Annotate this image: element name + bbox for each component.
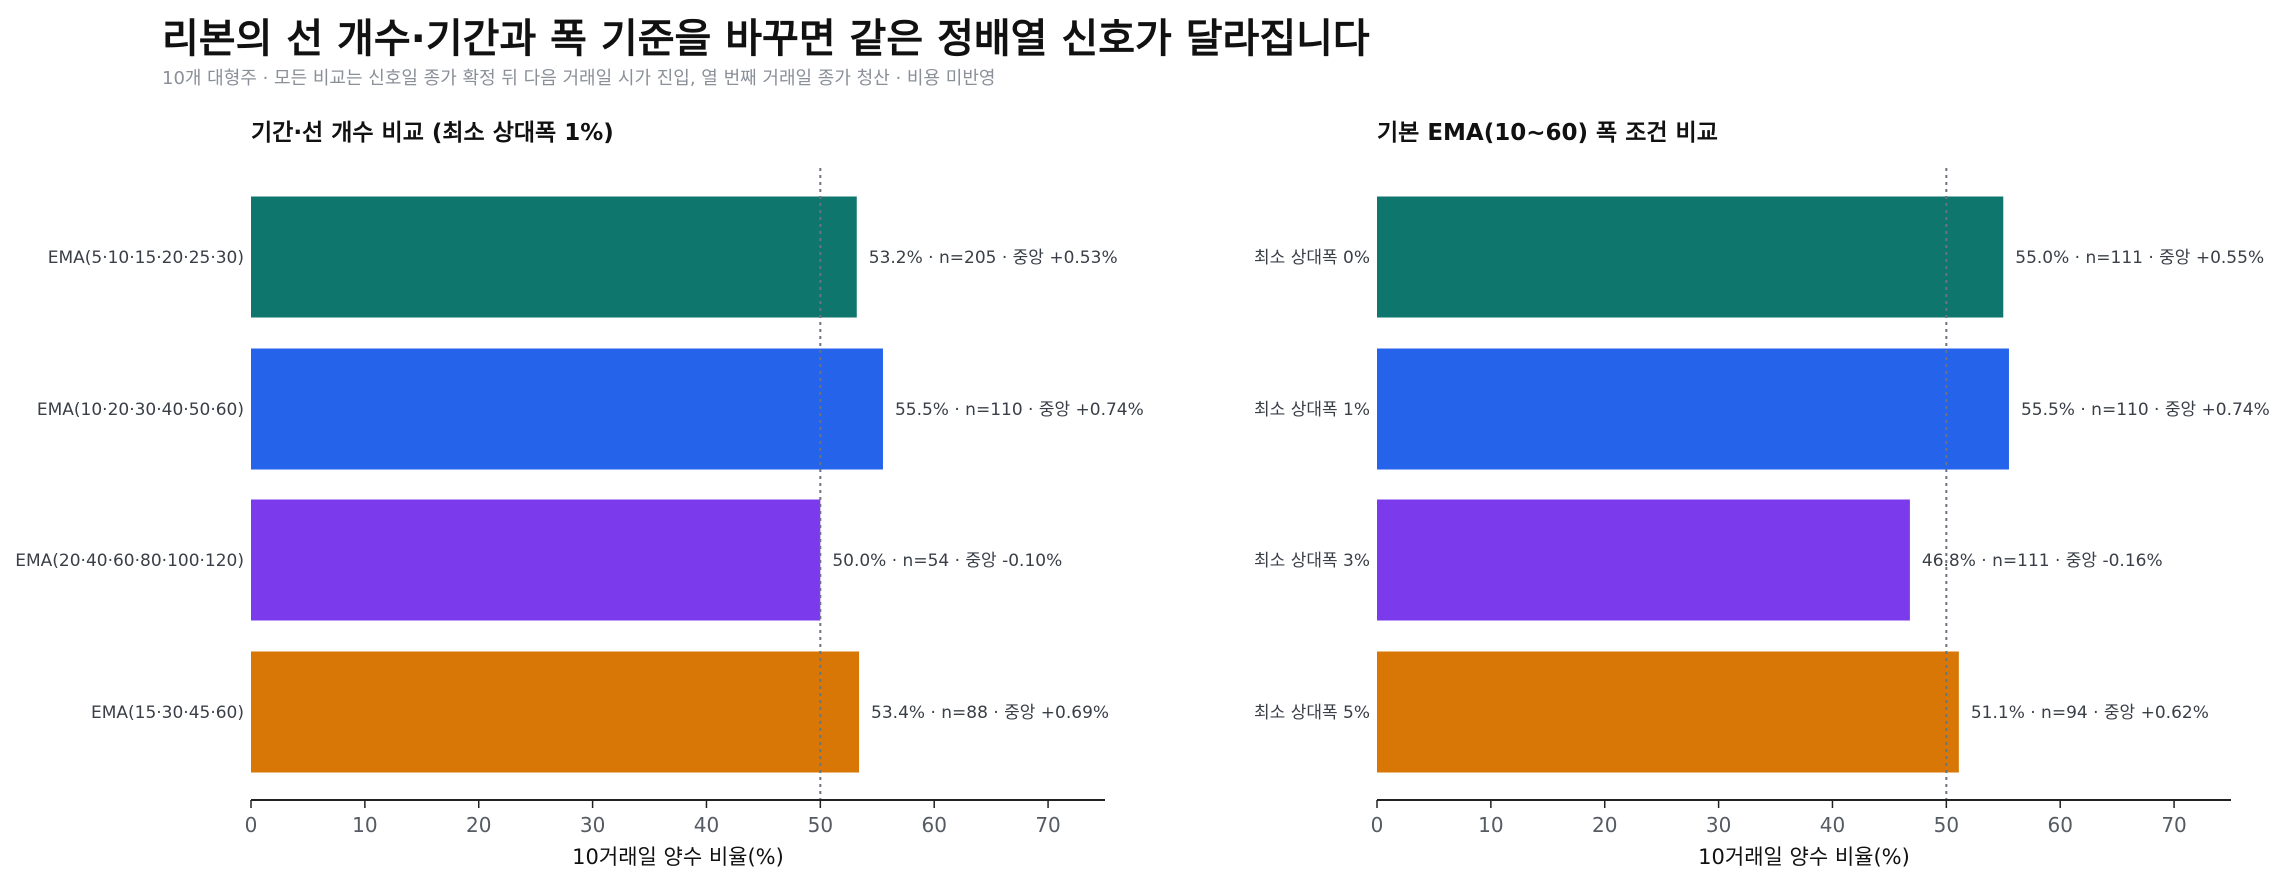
panel-1-x-tick-label: 40 [694,813,719,837]
panel-1-x-tick-label: 50 [808,813,833,837]
panel-2-bar-value-label: 55.0% · n=111 · 중앙 +0.55% [2015,248,2264,268]
panel-2-x-tick-label: 60 [2047,813,2072,837]
panel-1-category-label: EMA(15·30·45·60) [91,703,244,723]
panel-1-x-tick-label: 30 [580,813,605,837]
panel-1-bar [251,196,857,318]
panel-1-x-tick-label: 60 [921,813,946,837]
panel-1-bar-value-label: 53.4% · n=88 · 중앙 +0.69% [871,703,1109,723]
panel-1-x-axis-title: 10거래일 양수 비율(%) [572,845,784,869]
panel-2-x-tick-label: 0 [1371,813,1384,837]
panel-1-category-label: EMA(20·40·60·80·100·120) [15,551,244,571]
panel-2-x-tick-label: 20 [1592,813,1617,837]
panel-2-x-axis-title: 10거래일 양수 비율(%) [1698,845,1910,869]
panel-2-category-label: 최소 상대폭 0% [1254,248,1370,268]
panel-1-bar-value-label: 55.5% · n=110 · 중앙 +0.74% [895,400,1144,420]
panel-2-bar [1377,196,2004,318]
panel-2-bar [1377,651,1959,773]
panel-2-x-tick-label: 70 [2161,813,2186,837]
panel-2-x-tick-label: 50 [1934,813,1959,837]
panel-2-x-tick-label: 10 [1478,813,1503,837]
page-subtitle: 10개 대형주 · 모든 비교는 신호일 종가 확정 뒤 다음 거래일 시가 진… [162,68,996,89]
panel-2-category-label: 최소 상대폭 1% [1254,400,1370,420]
panel-2-category-label: 최소 상대폭 5% [1254,703,1370,723]
panel-1-x-tick-label: 0 [245,813,258,837]
panel-1-bar [251,348,883,470]
panel-2-bar-value-label: 46.8% · n=111 · 중앙 -0.16% [1922,551,2163,571]
panel-2-title: 기본 EMA(10~60) 폭 조건 비교 [1377,120,1718,146]
panel-1-bar [251,499,821,621]
panel-2-bar [1377,348,2009,470]
panel-2-bar-value-label: 51.1% · n=94 · 중앙 +0.62% [1971,703,2209,723]
panel-2-bar-value-label: 55.5% · n=110 · 중앙 +0.74% [2021,400,2270,420]
panel-1-x-tick-label: 70 [1035,813,1060,837]
panel-2-bar [1377,499,1910,621]
panel-1-title: 기간·선 개수 비교 (최소 상대폭 1%) [251,120,614,146]
panel-2-x-tick-label: 30 [1706,813,1731,837]
page-title: 리본의 선 개수·기간과 폭 기준을 바꾸면 같은 정배열 신호가 달라집니다 [162,16,1370,62]
panel-2-category-label: 최소 상대폭 3% [1254,551,1370,571]
panel-1-bar [251,651,860,773]
panel-1-x-tick-label: 10 [352,813,377,837]
panel-1-x-tick-label: 20 [466,813,491,837]
panel-1-bar-value-label: 53.2% · n=205 · 중앙 +0.53% [869,248,1118,268]
panel-1-bar-value-label: 50.0% · n=54 · 중앙 -0.10% [832,551,1062,571]
panel-1-category-label: EMA(5·10·15·20·25·30) [48,248,244,268]
panel-1-category-label: EMA(10·20·30·40·50·60) [37,400,244,420]
panel-2-x-tick-label: 40 [1820,813,1845,837]
